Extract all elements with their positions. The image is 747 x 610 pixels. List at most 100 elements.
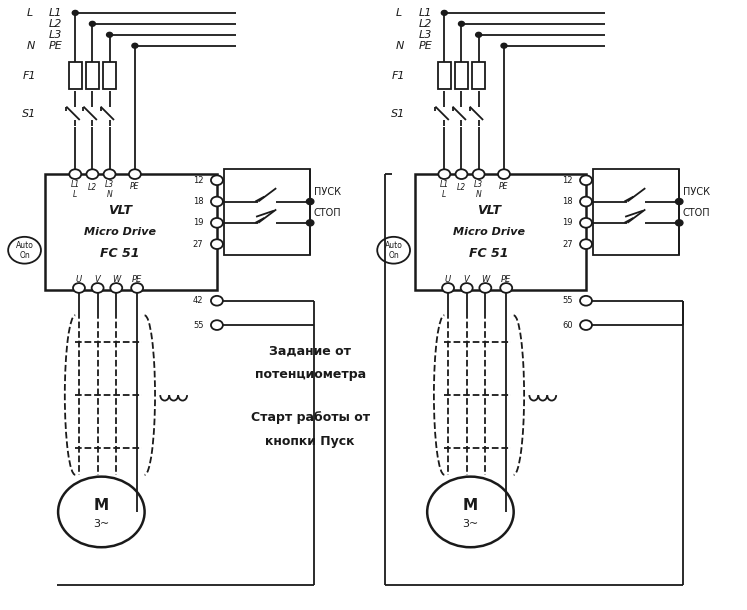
- Text: V: V: [464, 275, 470, 284]
- Text: M: M: [94, 498, 109, 514]
- Text: L3
N: L3 N: [474, 180, 483, 199]
- Text: 55: 55: [562, 296, 573, 305]
- Text: L2: L2: [88, 183, 97, 192]
- Text: M: M: [463, 498, 478, 514]
- Text: 18: 18: [193, 197, 203, 206]
- Text: VLT: VLT: [108, 204, 132, 217]
- Text: 42: 42: [193, 296, 203, 305]
- Bar: [593, 170, 679, 255]
- Text: V: V: [95, 275, 101, 284]
- Text: L1
L: L1 L: [440, 180, 449, 199]
- Circle shape: [427, 476, 514, 547]
- Circle shape: [456, 170, 468, 179]
- Text: PE: PE: [130, 182, 140, 191]
- Text: СТОП: СТОП: [314, 208, 341, 218]
- Circle shape: [675, 198, 683, 204]
- Text: L: L: [396, 8, 402, 18]
- Text: L2: L2: [418, 19, 432, 29]
- Text: W: W: [481, 275, 489, 284]
- Bar: [46, 174, 217, 290]
- Text: ПУСК: ПУСК: [683, 187, 710, 197]
- Circle shape: [498, 170, 510, 179]
- Circle shape: [306, 198, 314, 204]
- Text: потенциометра: потенциометра: [255, 368, 366, 381]
- Circle shape: [501, 43, 507, 48]
- Circle shape: [211, 296, 223, 306]
- Circle shape: [73, 283, 85, 293]
- Bar: [86, 62, 99, 89]
- Text: L: L: [27, 8, 33, 18]
- Text: СТОП: СТОП: [683, 208, 710, 218]
- Text: Старт работы от: Старт работы от: [250, 411, 370, 424]
- Circle shape: [211, 196, 223, 206]
- Text: Micro Drive: Micro Drive: [453, 227, 525, 237]
- Text: F1: F1: [22, 71, 36, 81]
- Circle shape: [107, 32, 113, 37]
- Circle shape: [129, 170, 141, 179]
- Text: PE: PE: [501, 275, 512, 284]
- Text: 12: 12: [562, 176, 573, 185]
- Circle shape: [72, 10, 78, 15]
- Circle shape: [211, 175, 223, 185]
- Text: 18: 18: [562, 197, 573, 206]
- Text: PE: PE: [49, 41, 63, 51]
- Circle shape: [461, 283, 473, 293]
- Text: N: N: [396, 41, 404, 51]
- Text: 27: 27: [562, 240, 573, 249]
- Bar: [438, 62, 451, 89]
- Circle shape: [580, 218, 592, 228]
- Circle shape: [8, 237, 41, 264]
- Circle shape: [476, 32, 482, 37]
- Circle shape: [480, 283, 492, 293]
- Bar: [472, 62, 486, 89]
- Text: 27: 27: [193, 240, 203, 249]
- Text: L3: L3: [49, 30, 63, 40]
- Circle shape: [377, 237, 410, 264]
- Circle shape: [500, 283, 512, 293]
- Circle shape: [211, 320, 223, 330]
- Circle shape: [58, 476, 145, 547]
- Text: L1
L: L1 L: [71, 180, 80, 199]
- Text: Задание от: Задание от: [269, 344, 351, 357]
- Circle shape: [442, 283, 454, 293]
- Text: Micro Drive: Micro Drive: [84, 227, 156, 237]
- Text: N: N: [27, 41, 35, 51]
- Text: 60: 60: [562, 321, 573, 329]
- Circle shape: [87, 170, 99, 179]
- Text: 3~: 3~: [462, 519, 479, 529]
- Text: PE: PE: [499, 182, 509, 191]
- Bar: [69, 62, 82, 89]
- Text: L1: L1: [49, 8, 63, 18]
- Text: 19: 19: [193, 218, 203, 228]
- Circle shape: [132, 43, 138, 48]
- Circle shape: [104, 170, 116, 179]
- Circle shape: [131, 283, 143, 293]
- Text: FC 51: FC 51: [100, 247, 140, 260]
- Circle shape: [441, 10, 447, 15]
- Text: 55: 55: [193, 321, 203, 329]
- Text: L1: L1: [418, 8, 432, 18]
- Circle shape: [580, 239, 592, 249]
- Circle shape: [211, 239, 223, 249]
- Text: W: W: [112, 275, 120, 284]
- Text: Auto
On: Auto On: [385, 240, 403, 260]
- Bar: [415, 174, 586, 290]
- Text: S1: S1: [391, 109, 405, 119]
- Circle shape: [438, 170, 450, 179]
- Text: L2: L2: [457, 183, 466, 192]
- Text: L3: L3: [418, 30, 432, 40]
- Text: U: U: [76, 275, 82, 284]
- Bar: [455, 62, 468, 89]
- Circle shape: [580, 296, 592, 306]
- Text: 12: 12: [193, 176, 203, 185]
- Bar: [103, 62, 117, 89]
- Text: PE: PE: [132, 275, 142, 284]
- Circle shape: [473, 170, 485, 179]
- Text: F1: F1: [391, 71, 405, 81]
- Text: ПУСК: ПУСК: [314, 187, 341, 197]
- Text: кнопки Пуск: кнопки Пуск: [265, 436, 355, 448]
- Circle shape: [90, 21, 96, 26]
- Circle shape: [580, 320, 592, 330]
- Text: L3
N: L3 N: [105, 180, 114, 199]
- Text: S1: S1: [22, 109, 36, 119]
